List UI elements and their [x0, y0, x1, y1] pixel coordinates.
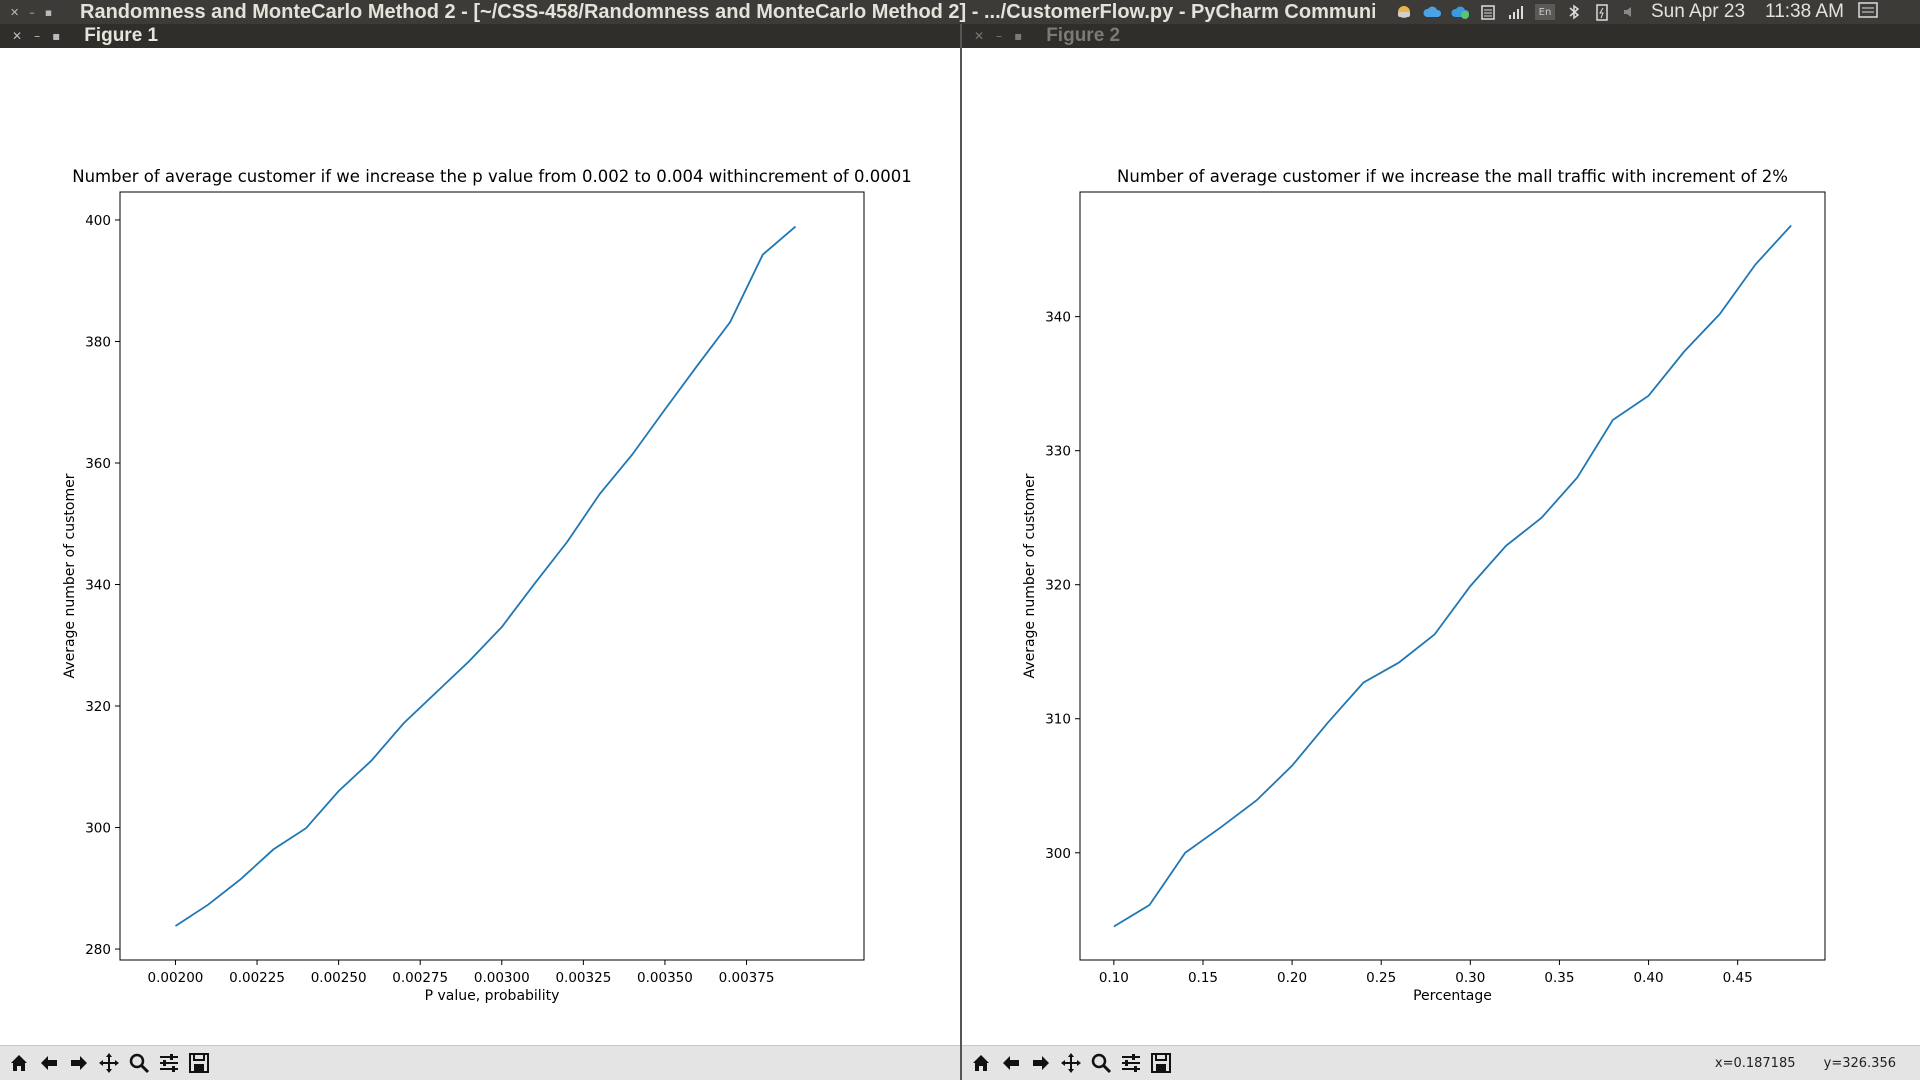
y-tick-label: 300: [1045, 846, 1071, 862]
y-tick-label: 320: [85, 699, 111, 715]
x-tick-label: 0.15: [1188, 970, 1218, 986]
x-tick-label: 0.00350: [637, 970, 693, 986]
back-icon[interactable]: [998, 1050, 1024, 1076]
close-icon[interactable]: ✕: [12, 29, 23, 43]
save-icon[interactable]: [1148, 1050, 1174, 1076]
x-tick-label: 0.25: [1366, 970, 1396, 986]
x-tick-label: 0.00300: [474, 970, 530, 986]
volume-icon[interactable]: [1621, 4, 1639, 20]
y-tick-label: 340: [1045, 310, 1071, 326]
pan-icon[interactable]: [1058, 1050, 1084, 1076]
date-label[interactable]: Sun Apr 23: [1651, 1, 1746, 22]
x-tick-label: 0.35: [1544, 970, 1574, 986]
save-icon[interactable]: [186, 1050, 212, 1076]
data-series-line: [175, 225, 797, 927]
x-axis-label: P value, probability: [425, 988, 560, 1004]
figure-1-window: ✕ – ▪ Figure 1 Number of average custome…: [0, 24, 960, 1080]
cursor-coordinates: x=0.187185 y=326.356: [1691, 1056, 1896, 1071]
data-series-line: [1113, 224, 1792, 928]
time-label[interactable]: 11:38 AM: [1765, 1, 1844, 22]
cloud-icon[interactable]: [1423, 4, 1441, 20]
weather-icon[interactable]: [1395, 4, 1413, 20]
maximize-icon[interactable]: ▪: [52, 29, 61, 43]
x-tick-label: 0.20: [1277, 970, 1307, 986]
figure-2-chart[interactable]: Number of average customer if we increas…: [962, 48, 1920, 1044]
y-tick-label: 320: [1045, 578, 1071, 594]
figure-1-title: Figure 1: [84, 25, 159, 46]
y-axis-label: Average number of customer: [1022, 473, 1038, 678]
figure-2-toolbar: x=0.187185 y=326.356: [962, 1045, 1920, 1080]
x-tick-label: 0.40: [1634, 970, 1664, 986]
y-tick-label: 300: [85, 821, 111, 837]
figure-1-chart[interactable]: Number of average customer if we increas…: [0, 48, 960, 1044]
clipboard-icon[interactable]: [1479, 4, 1497, 20]
x-tick-label: 0.30: [1455, 970, 1485, 986]
x-tick-label: 0.00250: [311, 970, 367, 986]
cursor-y: y=326.356: [1823, 1056, 1896, 1071]
cursor-x: x=0.187185: [1714, 1056, 1796, 1071]
zoom-icon[interactable]: [1088, 1050, 1114, 1076]
y-tick-label: 310: [1045, 712, 1071, 728]
configure-subplots-icon[interactable]: [1118, 1050, 1144, 1076]
x-tick-label: 0.00375: [719, 970, 775, 986]
plot-frame: [119, 191, 865, 961]
minimize-icon[interactable]: –: [34, 29, 41, 43]
notification-icon[interactable]: [1858, 1, 1878, 23]
chart-title: Number of average customer if we increas…: [1117, 167, 1788, 186]
x-tick-label: 0.00275: [392, 970, 448, 986]
y-axis-label: Average number of customer: [62, 473, 78, 678]
cloud-sync-icon[interactable]: [1451, 4, 1469, 20]
home-icon[interactable]: [968, 1050, 994, 1076]
app-title: Randomness and MonteCarlo Method 2 - [~/…: [80, 0, 1375, 23]
x-tick-label: 0.00225: [229, 970, 285, 986]
close-icon[interactable]: ✕: [974, 29, 985, 43]
system-tray: En: [1395, 4, 1639, 21]
figure-1-toolbar: [0, 1045, 960, 1080]
home-icon[interactable]: [6, 1050, 32, 1076]
x-tick-label: 0.10: [1099, 970, 1129, 986]
window-divider: [960, 24, 962, 1080]
figure-1-titlebar: ✕ – ▪ Figure 1: [0, 24, 960, 48]
back-icon[interactable]: [36, 1050, 62, 1076]
close-window-icon[interactable]: ✕: [10, 5, 20, 19]
figure-2-title: Figure 2: [1046, 25, 1121, 46]
configure-subplots-icon[interactable]: [156, 1050, 182, 1076]
y-tick-label: 400: [85, 213, 111, 229]
battery-icon[interactable]: [1593, 4, 1611, 21]
y-tick-label: 360: [85, 456, 111, 472]
x-tick-label: 0.00325: [555, 970, 611, 986]
plot-frame: [1079, 191, 1826, 961]
bluetooth-icon[interactable]: [1565, 4, 1583, 20]
y-tick-label: 280: [85, 942, 111, 958]
figure-2-titlebar: ✕ – ▪ Figure 2: [962, 24, 1920, 48]
keyboard-layout-label: En: [1538, 6, 1552, 18]
x-tick-label: 0.00200: [148, 970, 204, 986]
forward-icon[interactable]: [1028, 1050, 1054, 1076]
figure-2-window: ✕ – ▪ Figure 2 Number of average custome…: [962, 24, 1920, 1080]
y-tick-label: 330: [1045, 444, 1071, 460]
chart-title: Number of average customer if we increas…: [72, 167, 911, 186]
keyboard-layout-icon[interactable]: En: [1535, 4, 1555, 20]
window-controls: ✕ – ▪: [0, 6, 80, 19]
top-panel: ✕ – ▪ Randomness and MonteCarlo Method 2…: [0, 0, 1920, 24]
x-axis-label: Percentage: [1413, 988, 1492, 1004]
x-tick-label: 0.45: [1723, 970, 1753, 986]
maximize-window-icon[interactable]: ▪: [44, 5, 53, 19]
y-tick-label: 340: [85, 578, 111, 594]
pan-icon[interactable]: [96, 1050, 122, 1076]
minimize-window-icon[interactable]: –: [29, 5, 35, 19]
zoom-icon[interactable]: [126, 1050, 152, 1076]
forward-icon[interactable]: [66, 1050, 92, 1076]
minimize-icon[interactable]: –: [996, 29, 1003, 43]
maximize-icon[interactable]: ▪: [1014, 29, 1023, 43]
signal-icon[interactable]: [1507, 4, 1525, 20]
y-tick-label: 380: [85, 334, 111, 350]
